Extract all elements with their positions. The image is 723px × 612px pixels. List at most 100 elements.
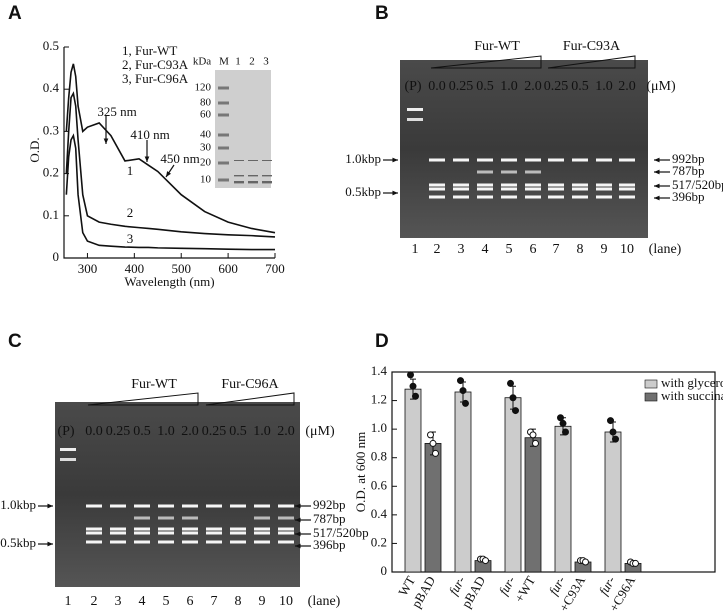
- y-tick-label: 1.4: [371, 363, 388, 378]
- lane-number: 10: [620, 242, 634, 257]
- dna-band: [230, 527, 246, 531]
- dna-band: [501, 187, 517, 191]
- size-marker: 0.5kbp: [345, 184, 381, 199]
- lane-number: 4: [139, 594, 146, 609]
- dna-band: [619, 183, 635, 187]
- dna-band: [182, 531, 198, 535]
- plasmid-band: [60, 448, 76, 451]
- dna-band: [134, 527, 150, 531]
- band-label: 517/520bp: [313, 525, 369, 540]
- dna-band: [525, 195, 541, 199]
- arrow-head: [654, 169, 660, 175]
- lane-label: (lane): [308, 594, 341, 609]
- lane-number: 9: [601, 242, 608, 257]
- bar: [554, 425, 572, 573]
- lane-number: 2: [434, 242, 441, 257]
- plasmid-band: [407, 118, 423, 121]
- arrow-head: [295, 503, 301, 509]
- dna-band: [86, 527, 102, 531]
- arrow-head: [295, 543, 301, 549]
- inset-marker: 20: [200, 157, 212, 169]
- concentration: 0.5: [571, 79, 589, 94]
- bar: [604, 431, 622, 573]
- dna-band: [182, 504, 198, 508]
- group-label: Fur-WT: [131, 377, 177, 392]
- inset-unit: kDa: [193, 56, 211, 68]
- dna-band: [158, 504, 174, 508]
- legend-label: 1, Fur-WT: [122, 43, 177, 58]
- dna-band: [525, 183, 541, 187]
- dna-band: [548, 158, 564, 162]
- data-point: [607, 417, 614, 425]
- dna-band: [206, 504, 222, 508]
- dna-band: [182, 516, 198, 520]
- dna-band: [619, 195, 635, 199]
- dna-band: [572, 187, 588, 191]
- size-marker: 0.5kbp: [0, 535, 36, 550]
- dna-band: [429, 195, 445, 199]
- arrow-head: [392, 157, 398, 163]
- data-point: [462, 399, 469, 407]
- arrow-head: [47, 541, 53, 547]
- data-point: [429, 439, 437, 447]
- band-label: 517/520bp: [672, 177, 723, 192]
- inset-marker: 10: [200, 174, 212, 186]
- dna-band: [429, 187, 445, 191]
- concentration: 2.0: [524, 79, 542, 94]
- dna-band: [525, 187, 541, 191]
- dna-band: [429, 158, 445, 162]
- data-point: [612, 435, 619, 443]
- y-tick-label: 0.2: [43, 165, 59, 180]
- legend-label: 2, Fur-C93A: [122, 57, 189, 72]
- spectrum-line: [65, 91, 276, 238]
- legend-swatch: [644, 379, 658, 389]
- data-point: [507, 379, 514, 387]
- dna-band: [477, 183, 493, 187]
- band-label: 992bp: [313, 497, 346, 512]
- protein-band: [234, 160, 244, 161]
- concentration: 2.0: [181, 424, 199, 439]
- concentration: 0.25: [449, 79, 474, 94]
- data-point: [562, 428, 569, 436]
- dna-band: [596, 195, 612, 199]
- dna-band: [158, 540, 174, 544]
- legend-swatch: [644, 392, 658, 402]
- dna-band: [134, 516, 150, 520]
- dna-band: [110, 527, 126, 531]
- concentration: 1.0: [500, 79, 518, 94]
- lane-number: 5: [163, 594, 170, 609]
- x-tick-label: 300: [78, 261, 98, 276]
- concentration: 0.25: [106, 424, 131, 439]
- concentration: 1.0: [253, 424, 271, 439]
- data-point: [609, 428, 617, 436]
- plot-frame: [391, 371, 716, 573]
- data-point: [407, 371, 414, 379]
- dna-band: [110, 531, 126, 535]
- dna-band: [254, 531, 270, 535]
- ladder-band: [218, 101, 229, 105]
- data-point: [509, 394, 517, 402]
- gel-image: [55, 402, 300, 587]
- panel-label: C: [8, 331, 22, 352]
- lane-number: 5: [506, 242, 513, 257]
- ladder-band: [218, 146, 229, 150]
- inset-marker: 80: [200, 97, 212, 109]
- dna-band: [548, 187, 564, 191]
- dna-band: [230, 531, 246, 535]
- y-tick-label: 0: [53, 249, 60, 264]
- group-label: Fur-C93A: [563, 39, 621, 54]
- dna-band: [477, 187, 493, 191]
- dna-band: [278, 531, 294, 535]
- lane-number: 6: [530, 242, 537, 257]
- dna-band: [134, 504, 150, 508]
- dna-band: [182, 540, 198, 544]
- dna-band: [619, 158, 635, 162]
- annotation: 3: [127, 231, 134, 246]
- concentration: 0.25: [202, 424, 227, 439]
- dna-band: [477, 158, 493, 162]
- band-label: 396bp: [313, 537, 346, 552]
- band-label: 396bp: [672, 189, 705, 204]
- group-label: Fur-WT: [474, 39, 520, 54]
- dna-band: [86, 531, 102, 535]
- x-tick-label: +WT: [511, 573, 538, 604]
